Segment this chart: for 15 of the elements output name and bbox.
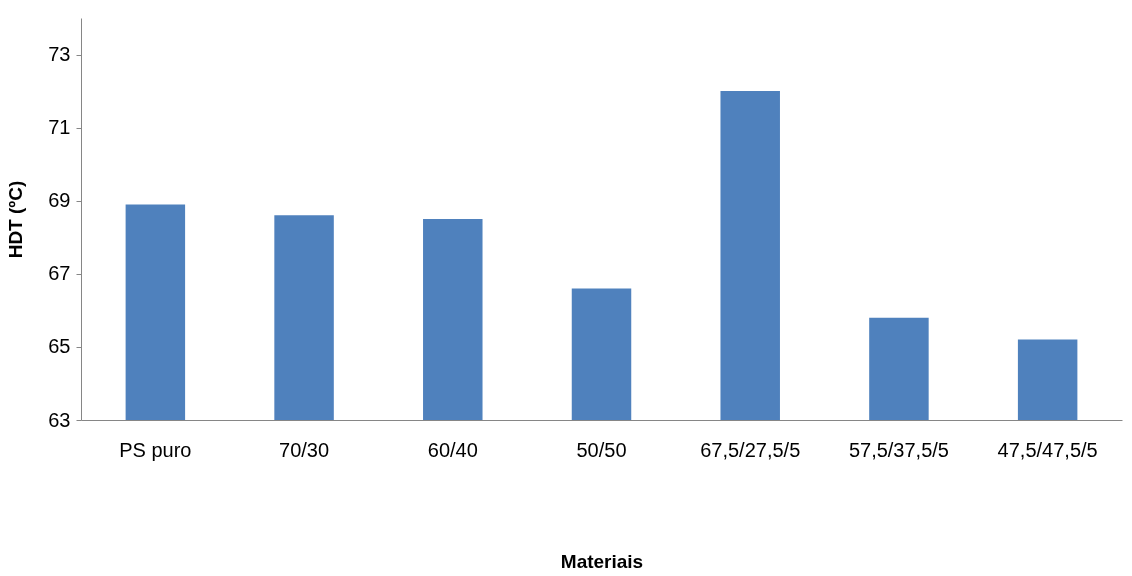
y-axis-title: HDT (ºC) bbox=[5, 180, 27, 259]
y-tick-label: 67 bbox=[48, 262, 71, 285]
x-tick-label: 50/50 bbox=[576, 438, 627, 461]
y-tick-label: 71 bbox=[48, 116, 71, 139]
y-tick-label: 73 bbox=[48, 43, 71, 66]
y-tick-label: 63 bbox=[48, 408, 71, 431]
y-tick-label: 69 bbox=[48, 189, 71, 212]
x-tick-label: 47,5/47,5/5 bbox=[997, 438, 1098, 461]
y-tick-label: 65 bbox=[48, 335, 71, 358]
x-axis-title: Materiais bbox=[560, 550, 644, 572]
x-tick-label: 57,5/37,5/5 bbox=[848, 438, 949, 461]
x-tick-label: 70/30 bbox=[279, 438, 330, 461]
x-tick-label: 60/40 bbox=[427, 438, 478, 461]
x-tick-label: PS puro bbox=[119, 438, 192, 461]
x-tick-label: 67,5/27,5/5 bbox=[700, 438, 801, 461]
